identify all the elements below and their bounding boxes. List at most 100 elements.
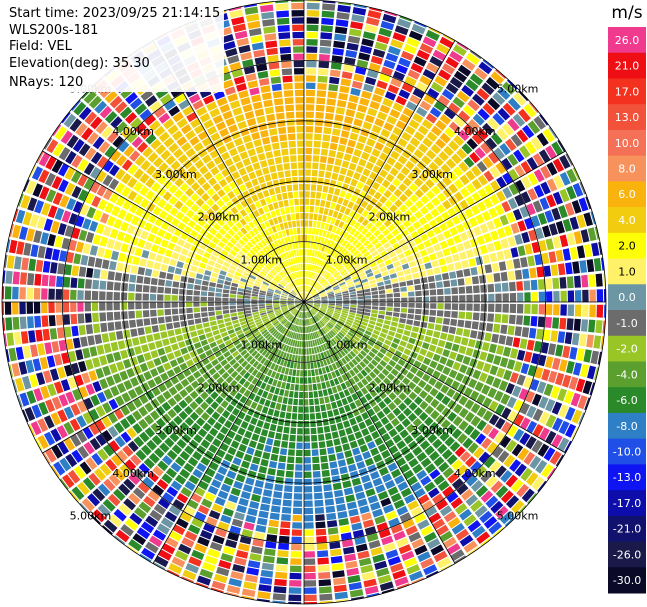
velocity-gate (388, 402, 397, 411)
velocity-gate (600, 336, 604, 350)
velocity-gate (113, 292, 120, 301)
velocity-gate (446, 334, 455, 342)
velocity-gate (439, 222, 448, 232)
velocity-gate (399, 429, 409, 439)
velocity-gate (435, 414, 446, 425)
velocity-gate (34, 315, 42, 328)
velocity-gate (393, 397, 402, 406)
velocity-gate (50, 428, 62, 442)
velocity-gate (304, 278, 306, 285)
velocity-gate (500, 470, 513, 483)
velocity-gate (204, 492, 216, 502)
velocity-gate (525, 436, 537, 450)
velocity-gate (507, 197, 518, 210)
velocity-gate (297, 295, 302, 300)
velocity-gate (114, 435, 126, 448)
velocity-gate (99, 291, 106, 301)
velocity-gate (224, 158, 234, 167)
velocity-gate (34, 438, 43, 451)
velocity-gate (261, 340, 268, 347)
velocity-gate (348, 94, 359, 104)
velocity-gate (393, 297, 401, 302)
velocity-gate (405, 101, 418, 112)
velocity-gate (103, 188, 114, 201)
velocity-gate (398, 214, 407, 223)
velocity-gate (244, 574, 258, 583)
velocity-gate (323, 484, 332, 492)
velocity-gate (500, 324, 508, 335)
velocity-gate (282, 309, 289, 313)
velocity-gate (408, 458, 419, 468)
velocity-gate (248, 221, 255, 229)
velocity-gate (470, 330, 478, 339)
velocity-gate (422, 36, 437, 48)
velocity-gate (70, 403, 81, 416)
velocity-gate (172, 315, 180, 322)
velocity-gate (358, 327, 366, 333)
velocity-gate (264, 106, 274, 115)
velocity-gate (221, 194, 230, 204)
velocity-gate (193, 312, 201, 319)
velocity-gate (277, 314, 284, 319)
velocity-gate (523, 376, 533, 389)
velocity-gate (269, 386, 276, 394)
velocity-gate (372, 48, 386, 58)
velocity-gate (312, 265, 316, 272)
velocity-gate (207, 218, 216, 227)
velocity-gate (244, 430, 253, 439)
velocity-gate (456, 483, 469, 496)
velocity-gate (157, 316, 165, 324)
velocity-gate (413, 385, 423, 395)
velocity-gate (383, 386, 392, 396)
velocity-gate (586, 334, 594, 348)
velocity-gate (229, 249, 238, 257)
velocity-gate (96, 344, 105, 355)
velocity-gate (358, 405, 366, 414)
velocity-gate (311, 177, 318, 184)
velocity-gate (108, 178, 120, 190)
velocity-gate (299, 384, 304, 391)
velocity-gate (273, 307, 280, 310)
velocity-gate (267, 310, 274, 314)
velocity-gate (378, 528, 391, 539)
velocity-gate (440, 265, 448, 273)
velocity-gate (293, 191, 299, 198)
velocity-gate (237, 543, 250, 552)
velocity-gate (326, 164, 333, 172)
velocity-gate (86, 132, 99, 145)
velocity-gate (431, 337, 439, 346)
velocity-gate (185, 209, 195, 219)
velocity-gate (508, 183, 519, 196)
velocity-gate (279, 388, 285, 396)
velocity-gate (332, 285, 339, 289)
velocity-gate (246, 265, 253, 271)
velocity-gate (314, 298, 321, 301)
velocity-gate (253, 426, 262, 435)
velocity-gate (272, 217, 279, 225)
velocity-gate (214, 363, 223, 371)
velocity-gate (258, 297, 265, 300)
velocity-gate (298, 278, 301, 285)
velocity-gate (489, 365, 499, 376)
velocity-gate (305, 304, 311, 310)
velocity-gate (559, 359, 568, 372)
velocity-gate (320, 260, 325, 267)
velocity-gate (277, 462, 286, 470)
velocity-gate (257, 176, 265, 184)
velocity-gate (449, 76, 463, 89)
velocity-gate (302, 305, 304, 312)
velocity-gate (371, 306, 379, 310)
velocity-gate (480, 470, 493, 483)
velocity-gate (263, 331, 270, 337)
velocity-gate (292, 184, 299, 191)
velocity-gate (292, 24, 304, 32)
velocity-gate (522, 268, 530, 279)
velocity-gate (201, 213, 211, 222)
velocity-gate (165, 316, 172, 323)
velocity-gate (310, 191, 316, 199)
velocity-gate (296, 303, 302, 309)
velocity-gate (436, 281, 443, 288)
velocity-gate (61, 111, 71, 124)
velocity-gate (396, 172, 406, 182)
velocity-gate (283, 244, 288, 252)
